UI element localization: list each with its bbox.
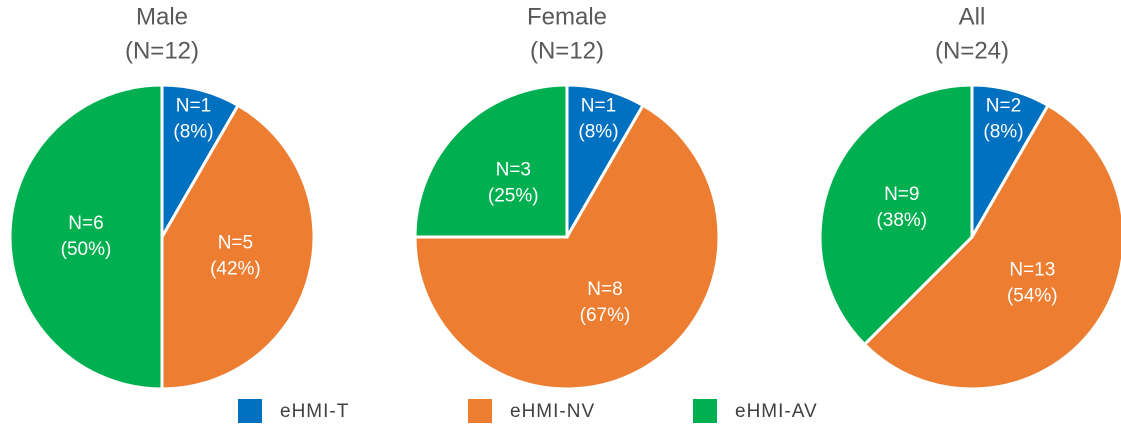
pie-slice bbox=[413, 103, 721, 391]
legend-label: eHMI-AV bbox=[735, 401, 818, 422]
slice-percent: (54%) bbox=[1007, 285, 1058, 306]
legend-label: eHMI-NV bbox=[510, 401, 595, 422]
legend-label: eHMI-T bbox=[280, 401, 349, 422]
slice-percent: (50%) bbox=[61, 239, 112, 260]
slice-label: N=1 bbox=[581, 96, 616, 117]
slice-percent: (8%) bbox=[578, 122, 618, 143]
legend-swatch bbox=[693, 399, 717, 423]
chart-subtitle: (N=12) bbox=[530, 37, 604, 64]
slice-label: N=1 bbox=[176, 96, 211, 117]
chart-subtitle: (N=12) bbox=[125, 37, 199, 64]
chart-title: Female bbox=[527, 3, 607, 30]
chart-title: All bbox=[959, 3, 986, 30]
chart-title: Male bbox=[136, 3, 188, 30]
pie-slice bbox=[160, 103, 316, 391]
legend-swatch bbox=[238, 399, 262, 423]
pie-slice bbox=[818, 83, 974, 347]
slice-percent: (38%) bbox=[876, 210, 927, 231]
slice-label: N=13 bbox=[1009, 259, 1055, 280]
slice-percent: (25%) bbox=[488, 185, 539, 206]
legend-swatch bbox=[468, 399, 492, 423]
slice-label: N=9 bbox=[884, 184, 919, 205]
slice-percent: (67%) bbox=[580, 305, 631, 326]
slice-label: N=3 bbox=[496, 159, 531, 180]
slice-percent: (8%) bbox=[983, 122, 1023, 143]
slice-label: N=6 bbox=[68, 213, 103, 234]
chart-subtitle: (N=24) bbox=[935, 37, 1009, 64]
slice-label: N=5 bbox=[218, 233, 253, 254]
pie-slice bbox=[413, 83, 569, 239]
slice-label: N=8 bbox=[587, 279, 622, 300]
pie-slice bbox=[8, 83, 164, 391]
slice-percent: (42%) bbox=[210, 259, 261, 280]
slice-percent: (8%) bbox=[173, 122, 213, 143]
pie-slice bbox=[862, 103, 1121, 391]
slice-label: N=2 bbox=[986, 96, 1021, 117]
